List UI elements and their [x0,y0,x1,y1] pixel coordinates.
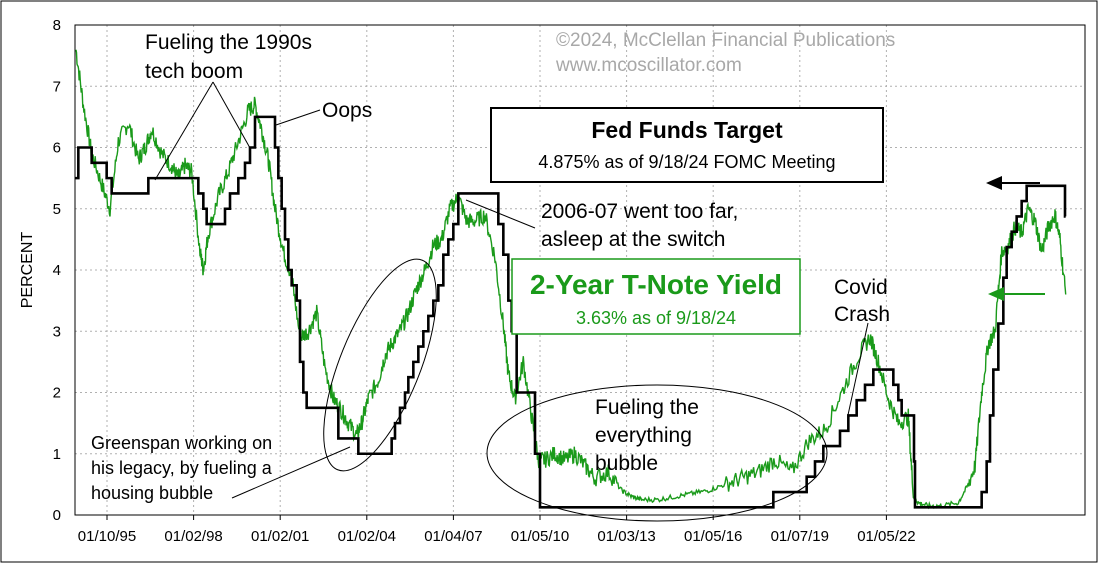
housing-bubble-ellipse [323,258,437,472]
annotation-greenspan-1: Greenspan working on [91,433,272,453]
fed-funds-sublabel: 4.875% as of 9/18/24 FOMC Meeting [538,152,835,172]
tnote-label-box: 2-Year T-Note Yield 3.63% as of 9/18/24 [511,258,801,335]
tech-boom-pointer-2 [212,81,251,149]
y-tick-label: 8 [53,17,61,34]
y-tick-label: 0 [53,507,61,524]
x-tick-label: 01/02/98 [164,528,222,545]
annotation-covid-1: Covid [834,276,888,299]
annotation-tech-boom-2: tech boom [145,60,243,83]
too-far-pointer [465,199,536,229]
x-tick-label: 01/02/01 [251,528,309,545]
annotation-everything-1: Fueling the [595,396,699,419]
y-tick-label: 5 [53,201,61,218]
tech-boom-pointer-1 [154,81,214,181]
annotation-pointers [154,81,869,522]
y-tick-label: 4 [53,262,61,279]
fed-funds-label: Fed Funds Target [591,117,783,143]
x-tick-label: 01/03/13 [597,528,655,545]
copyright-line-2: www.mcoscillator.com [555,55,742,76]
axis-layer: 0 1 2 3 4 5 6 7 8 01/10/95 01/02/98 01/02/01 01/02/0… [53,17,1086,545]
x-tick-label: 01/07/19 [771,528,829,545]
annotation-too-far-1: 2006-07 went too far, [541,200,738,223]
right-arrows [986,176,1045,301]
annotation-greenspan-3: housing bubble [91,483,213,503]
fed-funds-label-box: Fed Funds Target 4.875% as of 9/18/24 FO… [490,107,884,183]
annotation-greenspan-2: his legacy, by fueling a [91,458,273,478]
x-tick-label: 01/02/04 [338,528,396,545]
tnote-arrow-head [988,287,1004,301]
tnote-label: 2-Year T-Note Yield [530,269,782,300]
y-tick-label: 1 [53,446,61,463]
fed-funds-arrow-head [986,176,1002,190]
x-tick-label: 01/05/22 [857,528,915,545]
y-tick-label: 3 [53,323,61,340]
annotation-oops: Oops [322,99,372,122]
annotation-too-far-2: asleep at the switch [541,228,725,251]
tnote-box-frame [511,258,801,335]
x-tick-label: 01/05/16 [684,528,742,545]
x-tick-label: 01/10/95 [78,528,136,545]
fed-funds-box-frame [490,107,884,183]
series-line-fed-funds [75,115,1067,509]
greenspan-pointer [231,446,351,499]
series-layer [75,49,1067,510]
x-tick-label: 01/05/10 [511,528,569,545]
plot-frame [74,24,1086,516]
oops-pointer [275,109,321,126]
y-tick-label: 7 [53,78,61,95]
x-tick-label: 01/04/07 [424,528,482,545]
y-axis-label: PERCENT [19,232,36,309]
annotation-everything-2: everything [595,424,692,447]
covid-pointer [847,322,869,416]
tnote-sublabel: 3.63% as of 9/18/24 [576,308,736,328]
everything-bubble-ellipse [486,384,828,522]
annotation-covid-2: Crash [834,303,890,326]
annotation-tech-boom-1: Fueling the 1990s [145,31,312,54]
annotations: Fueling the 1990s tech boom Oops 2006-07… [91,31,890,503]
annotation-everything-3: bubble [595,452,658,475]
y-tick-label: 2 [53,385,61,402]
y-tick-label: 6 [53,140,61,157]
copyright-line-1: ©2024, McClellan Financial Publications [556,30,895,51]
